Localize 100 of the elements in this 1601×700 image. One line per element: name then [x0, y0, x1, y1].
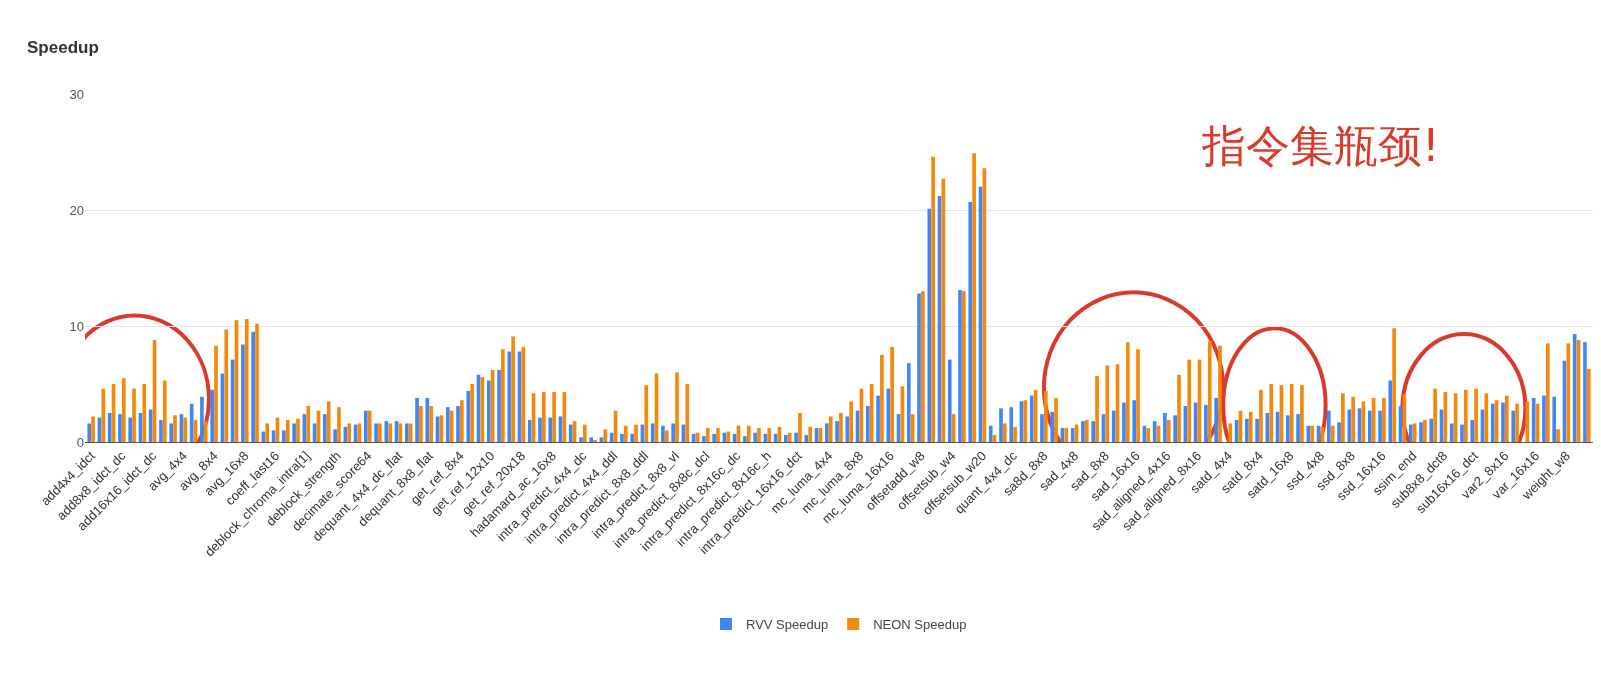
bar [1013, 426, 1017, 442]
bar [183, 417, 188, 442]
bar [378, 423, 382, 442]
bar [1054, 397, 1058, 442]
bar [650, 423, 655, 442]
bar [415, 397, 419, 442]
bar [1433, 388, 1437, 442]
bar [880, 355, 884, 442]
bar [1378, 410, 1382, 442]
bar [548, 417, 553, 442]
bar [255, 323, 259, 442]
bar [931, 156, 935, 442]
bar [664, 430, 669, 442]
bar [579, 437, 583, 442]
legend-label: NEON Speedup [873, 617, 967, 633]
bar [988, 425, 993, 442]
bar [1040, 414, 1044, 442]
bar [1501, 402, 1505, 442]
bar [661, 425, 665, 442]
bar [1029, 395, 1034, 442]
bar [1259, 389, 1263, 442]
bar [429, 406, 433, 442]
bar [1255, 418, 1259, 442]
bar [825, 423, 829, 442]
bar [292, 423, 296, 442]
bar [224, 329, 229, 442]
bar [876, 395, 880, 442]
bar [582, 424, 587, 442]
bar [1464, 389, 1468, 442]
y-tick-label: 30 [69, 86, 84, 102]
bar [568, 424, 573, 442]
bar [1566, 343, 1571, 442]
bar [91, 416, 95, 442]
bar [142, 384, 147, 442]
bar [1269, 384, 1274, 442]
y-axis-title: Speedup [27, 38, 99, 57]
bar [794, 432, 798, 442]
bar [542, 392, 546, 442]
bar [337, 407, 341, 442]
bar [1474, 388, 1478, 442]
bar [630, 433, 635, 442]
bar [1392, 328, 1396, 442]
bar [388, 423, 392, 442]
bar [404, 423, 409, 442]
bar [1296, 414, 1300, 442]
bar [148, 409, 153, 442]
bar [1337, 422, 1341, 442]
bar [1122, 402, 1126, 442]
bar [1429, 418, 1434, 442]
bar [1214, 397, 1218, 442]
bar [1289, 384, 1294, 442]
bar [828, 416, 833, 442]
bar [1248, 411, 1253, 442]
bar [1146, 428, 1151, 442]
bar [1207, 341, 1212, 442]
bar [445, 407, 450, 442]
bar [121, 378, 126, 442]
bar [1542, 395, 1546, 442]
bar [675, 372, 679, 442]
bar [671, 423, 675, 442]
bar [1552, 396, 1557, 442]
bar [1586, 368, 1591, 442]
bar [460, 400, 464, 442]
bar [128, 417, 133, 442]
bar [1286, 415, 1290, 442]
bar [244, 319, 249, 442]
bar [787, 432, 792, 442]
bar [1460, 424, 1464, 442]
bar [511, 336, 515, 442]
bar [87, 423, 92, 442]
legend-label: RVV Speedup [746, 617, 829, 633]
bar [620, 433, 624, 442]
bar [306, 406, 311, 442]
bar [808, 426, 813, 442]
bar [1003, 423, 1007, 442]
bar [798, 413, 802, 442]
bar [159, 419, 163, 442]
bar [241, 344, 245, 442]
bar [326, 401, 331, 442]
bar [101, 388, 106, 442]
bar [214, 345, 218, 442]
bar [189, 403, 194, 442]
y-tick-label: 10 [69, 318, 84, 334]
bar [1245, 418, 1249, 442]
bar [527, 419, 532, 442]
bar [507, 351, 512, 442]
bar [849, 401, 853, 442]
bar [1070, 428, 1075, 442]
bar [685, 384, 690, 442]
bar [1064, 428, 1069, 442]
bar [466, 390, 471, 442]
bar [162, 380, 167, 442]
bar [296, 418, 300, 442]
y-tick-label: 20 [69, 202, 84, 218]
bar [132, 388, 136, 442]
bar [962, 291, 966, 442]
bar [1367, 410, 1372, 442]
bar [890, 346, 894, 442]
bar [285, 419, 290, 442]
bar [282, 430, 286, 442]
